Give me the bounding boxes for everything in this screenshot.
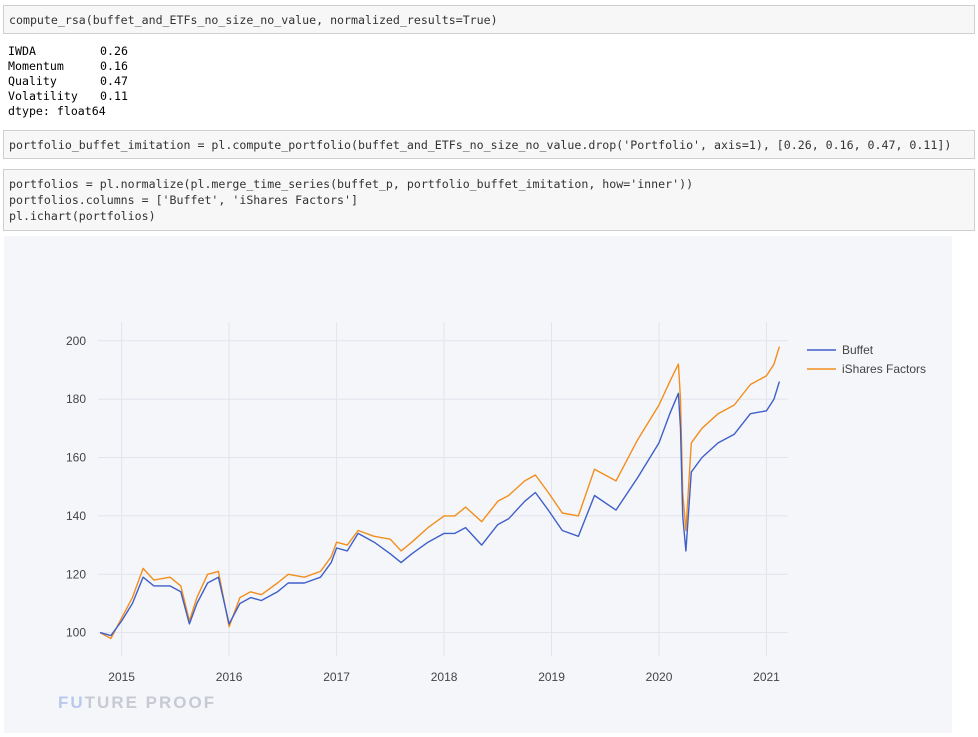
code-cell-1[interactable]: compute_rsa(buffet_and_ETFs_no_size_no_v… [3,5,975,34]
code-cell-1-text: compute_rsa(buffet_and_ETFs_no_size_no_v… [9,13,498,27]
y-tick-label: 100 [66,626,86,640]
code-cell-2[interactable]: portfolio_buffet_imitation = pl.compute_… [3,130,975,159]
cell-1-output: IWDA 0.26 Momentum 0.16 Quality 0.47 Volatilit… [8,44,128,119]
x-tick-label: 2019 [538,670,565,684]
output-row: Quality 0.47 [8,74,128,88]
code-line: portfolios = pl.normalize(pl.merge_time_… [9,177,694,191]
output-row: Momentum 0.16 [8,59,128,73]
y-tick-label: 160 [66,451,86,465]
code-cell-2-text: portfolio_buffet_imitation = pl.compute_… [9,138,952,152]
x-tick-label: 2018 [431,670,458,684]
legend-label-buffet: Buffet [842,343,874,357]
line-chart[interactable]: 100 120 140 160 180 200 2015 2016 2017 2018 2019 20… [4,236,952,733]
x-tick-label: 2015 [108,670,135,684]
y-tick-label: 200 [66,334,86,348]
code-line: pl.ichart(portfolios) [9,209,156,223]
output-row: Volatility 0.11 [8,89,128,103]
x-tick-label: 2021 [753,670,780,684]
dtype-line: dtype: float64 [8,104,106,118]
code-line: portfolios.columns = ['Buffet', 'iShares… [9,193,359,207]
y-tick-label: 120 [66,567,86,581]
x-tick-label: 2017 [323,670,350,684]
y-tick-label: 140 [66,509,86,523]
legend-label-ishares-factors: iShares Factors [842,362,926,376]
x-tick-label: 2016 [216,670,243,684]
y-tick-label: 180 [66,392,86,406]
future-proof-watermark: FUTURE PROOF [58,693,217,712]
plot-container[interactable]: 100 120 140 160 180 200 2015 2016 2017 2018 2019 20… [4,236,952,733]
code-cell-3[interactable]: portfolios = pl.normalize(pl.merge_time_… [3,169,975,231]
series-line-buffet [99,381,781,637]
x-tick-label: 2020 [646,670,673,684]
output-row: IWDA 0.26 [8,44,128,58]
